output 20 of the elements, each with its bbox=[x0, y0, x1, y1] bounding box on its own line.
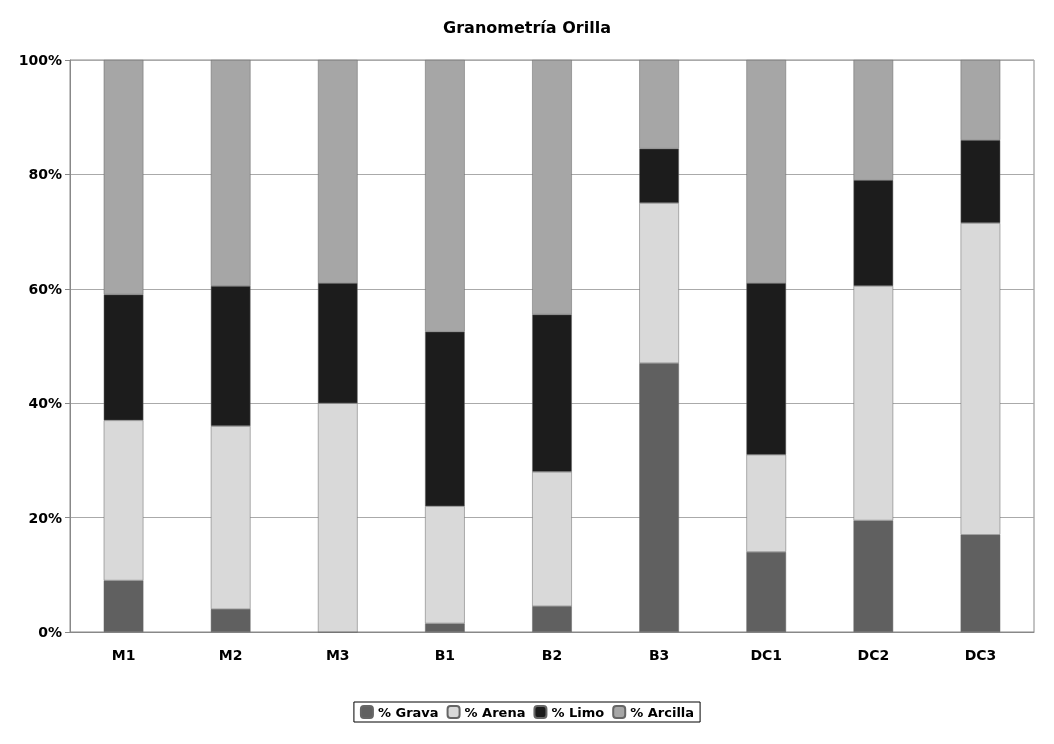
y-tick-label: 0% bbox=[38, 624, 62, 640]
x-tick-label: M1 bbox=[111, 647, 136, 663]
x-tick-label: M3 bbox=[325, 647, 350, 663]
legend-label: % Limo bbox=[551, 704, 605, 720]
x-tick-label: B1 bbox=[434, 647, 456, 663]
x-tick-label: B2 bbox=[541, 647, 563, 663]
y-tick-label: 80% bbox=[28, 166, 62, 183]
x-tick-label: DC1 bbox=[750, 647, 783, 663]
chart-title: Granometría Orilla bbox=[443, 17, 611, 37]
x-tick-label: DC2 bbox=[857, 647, 890, 663]
x-tick-label: DC3 bbox=[964, 647, 997, 663]
legend-label: % Grava bbox=[377, 704, 439, 720]
x-tick-label: B3 bbox=[648, 647, 670, 663]
y-tick-label: 100% bbox=[18, 52, 62, 68]
legend-label: % Arena bbox=[464, 704, 526, 720]
y-tick-label: 20% bbox=[28, 509, 62, 526]
x-tick-label: M2 bbox=[218, 647, 243, 663]
legend-label: % Arcilla bbox=[630, 704, 695, 720]
y-tick-label: 60% bbox=[28, 280, 62, 297]
y-tick-label: 40% bbox=[28, 395, 62, 412]
